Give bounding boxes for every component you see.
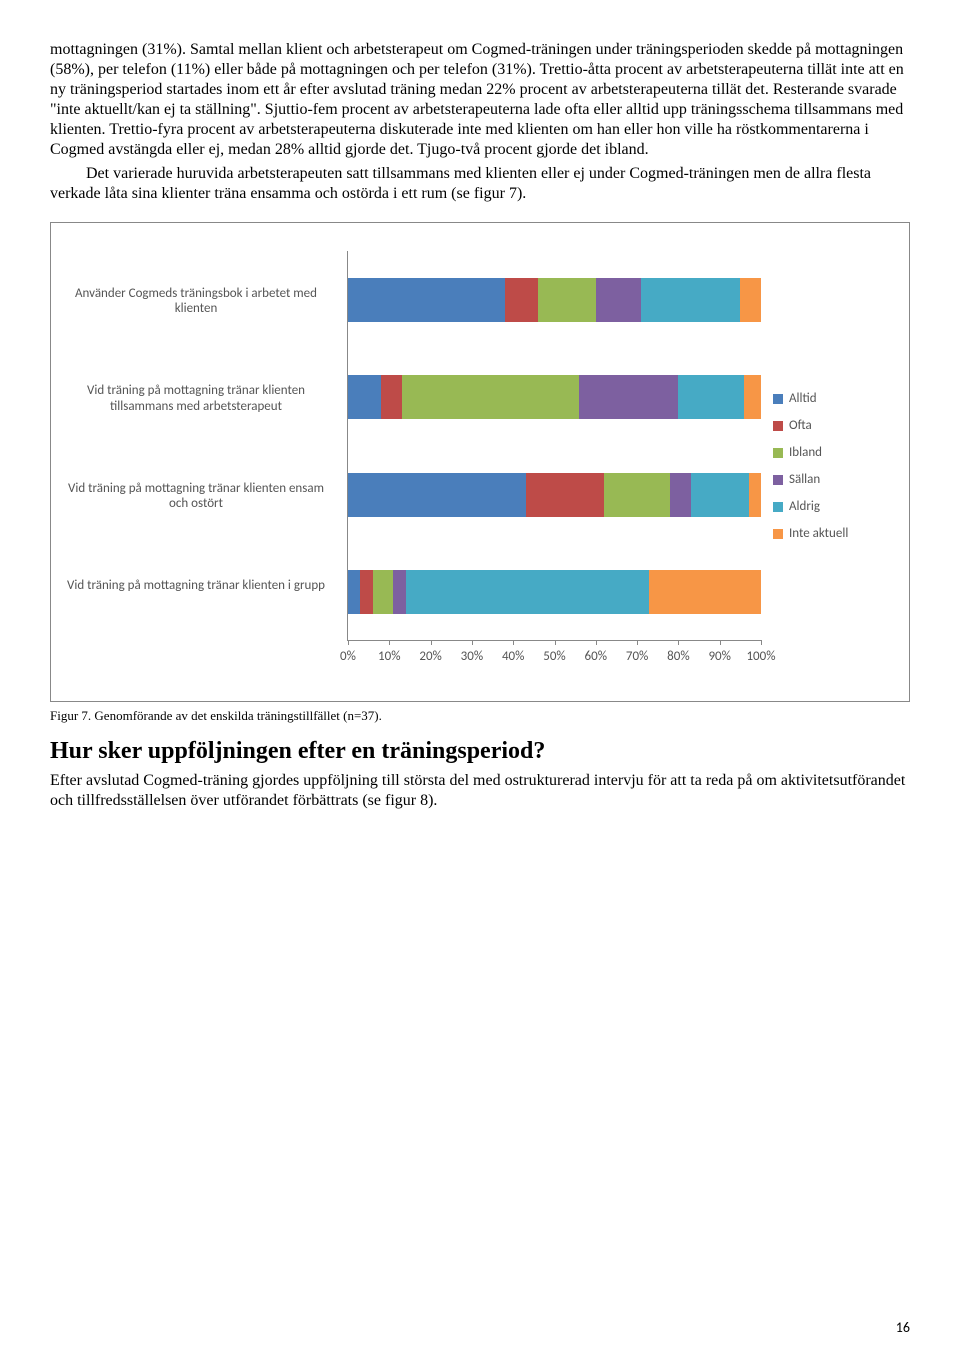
legend-item-sallan: Sällan — [773, 472, 903, 487]
x-tick — [596, 640, 597, 645]
bar-segment-aldrig — [691, 473, 749, 517]
bar-segment-aldrig — [406, 570, 650, 614]
bar-segment-ibland — [538, 278, 596, 322]
x-tick-label: 80% — [667, 649, 689, 664]
bar-segment-ofta — [526, 473, 604, 517]
legend-item-ibland: Ibland — [773, 445, 903, 460]
category-label: Vid träning på mottagning tränar kliente… — [57, 481, 335, 512]
legend-label: Inte aktuell — [789, 526, 848, 541]
x-tick-label: 90% — [708, 649, 730, 664]
x-tick-label: 100% — [746, 649, 775, 664]
bar-row — [348, 375, 761, 419]
figure-7-caption: Figur 7. Genomförande av det enskilda tr… — [50, 708, 910, 724]
bar-segment-inte_aktuell — [744, 375, 761, 419]
x-tick-label: 60% — [585, 649, 607, 664]
legend-swatch — [773, 475, 783, 485]
x-tick — [555, 640, 556, 645]
bar-segment-aldrig — [641, 278, 740, 322]
section-heading: Hur sker uppföljningen efter en tränings… — [50, 738, 910, 765]
body-paragraph-3: Efter avslutad Cogmed-träning gjordes up… — [50, 771, 910, 811]
x-tick — [513, 640, 514, 645]
legend-swatch — [773, 502, 783, 512]
legend-label: Alltid — [789, 391, 817, 406]
x-tick — [348, 640, 349, 645]
bar-segment-alltid — [348, 473, 526, 517]
legend-swatch — [773, 448, 783, 458]
bar-segment-inte_aktuell — [649, 570, 761, 614]
x-tick — [431, 640, 432, 645]
page-number: 16 — [896, 1319, 910, 1336]
figure-7-chart: Använder Cogmeds träningsbok i arbetet m… — [50, 222, 910, 702]
bar-segment-aldrig — [678, 375, 744, 419]
x-tick-label: 20% — [419, 649, 441, 664]
bar-segment-alltid — [348, 375, 381, 419]
bar-segment-ibland — [402, 375, 580, 419]
x-tick-label: 10% — [378, 649, 400, 664]
legend-swatch — [773, 529, 783, 539]
x-tick — [761, 640, 762, 645]
x-tick-label: 50% — [543, 649, 565, 664]
bar-segment-alltid — [348, 570, 360, 614]
bar-row — [348, 570, 761, 614]
bar-segment-sallan — [579, 375, 678, 419]
bar-segment-ibland — [373, 570, 394, 614]
bar-segment-sallan — [670, 473, 691, 517]
x-tick — [389, 640, 390, 645]
legend-label: Ibland — [789, 445, 822, 460]
category-label: Vid träning på mottagning tränar kliente… — [57, 578, 335, 594]
bar-row — [348, 278, 761, 322]
legend-swatch — [773, 421, 783, 431]
bar-segment-sallan — [393, 570, 405, 614]
category-label: Använder Cogmeds träningsbok i arbetet m… — [57, 286, 335, 317]
legend-label: Aldrig — [789, 499, 820, 514]
x-tick — [472, 640, 473, 645]
bar-segment-inte_aktuell — [749, 473, 761, 517]
bar-segment-ofta — [381, 375, 402, 419]
x-tick-label: 0% — [340, 649, 356, 664]
legend-item-alltid: Alltid — [773, 391, 903, 406]
body-paragraph-2: Det varierade huruvida arbetsterapeuten … — [50, 164, 910, 204]
bar-row — [348, 473, 761, 517]
bar-segment-alltid — [348, 278, 505, 322]
bar-segment-inte_aktuell — [740, 278, 761, 322]
bar-segment-ofta — [505, 278, 538, 322]
bar-segment-sallan — [596, 278, 641, 322]
bar-segment-ofta — [360, 570, 372, 614]
x-tick — [678, 640, 679, 645]
x-tick — [637, 640, 638, 645]
legend-item-ofta: Ofta — [773, 418, 903, 433]
x-tick — [720, 640, 721, 645]
legend-item-aldrig: Aldrig — [773, 499, 903, 514]
legend-label: Ofta — [789, 418, 812, 433]
x-tick-label: 40% — [502, 649, 524, 664]
legend-swatch — [773, 394, 783, 404]
category-label: Vid träning på mottagning tränar kliente… — [57, 383, 335, 414]
x-tick-label: 70% — [626, 649, 648, 664]
x-tick-label: 30% — [461, 649, 483, 664]
legend-label: Sällan — [789, 472, 820, 487]
bar-segment-ibland — [604, 473, 670, 517]
chart-legend: Alltid Ofta Ibland Sällan Aldrig Inte aktuell — [761, 241, 903, 691]
legend-item-inte_aktuell: Inte aktuell — [773, 526, 903, 541]
body-paragraph-1: mottagningen (31%). Samtal mellan klient… — [50, 40, 910, 160]
